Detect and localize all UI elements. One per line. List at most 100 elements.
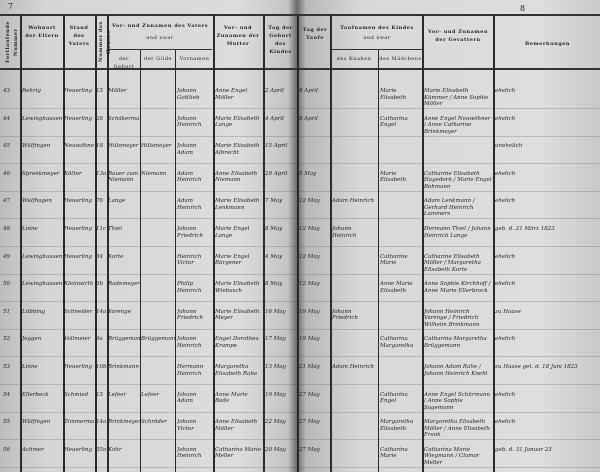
header-maedchen: des Mädchens: [379, 56, 422, 62]
row-rule: [0, 328, 600, 330]
cell-num: 55: [3, 419, 10, 426]
cell-bem: ehelich: [495, 336, 516, 343]
cell-geb: 17 May: [265, 336, 286, 343]
cell-maedchen: Catharina Engel: [380, 391, 408, 405]
cell-num: 51: [3, 308, 10, 315]
cell-geb: 4 April: [265, 115, 284, 122]
cell-vornamen: Johann Adam: [177, 391, 197, 405]
cell-haus: 34: [96, 253, 103, 260]
cell-tauf: 27 May: [299, 446, 320, 453]
cell-geburt: Möller: [108, 88, 127, 94]
cell-num: 45: [3, 143, 10, 150]
header-bemerkungen: Bemerkungen: [524, 41, 571, 47]
cell-geb: 13 May: [265, 364, 286, 370]
cell-num: 54: [3, 391, 10, 398]
cell-bem: geb. d. 21 März 1823: [495, 226, 555, 232]
header-taufnamen: Taufnamen des Kindes: [340, 25, 414, 31]
brace-rule: [331, 49, 422, 50]
cell-stand: Heuerling: [64, 198, 93, 205]
cell-vornamen: Johann Victor: [177, 419, 197, 432]
cell-geb: 4 May: [265, 253, 283, 260]
cell-vornamen: Adam Heinrich: [177, 170, 202, 184]
cell-bem: ehelich: [495, 88, 516, 94]
cell-gilde: Lefeer: [141, 391, 160, 398]
header-bottom-rule: [0, 68, 600, 70]
cell-maedchen: Catharina Marie: [380, 446, 408, 460]
column-rule: [297, 14, 299, 472]
cell-tauf: 12 May: [299, 198, 320, 205]
cell-num: 48: [3, 226, 10, 232]
header-gilde: der Gilde: [144, 56, 172, 62]
cell-geburt: Brüggemann: [108, 336, 140, 343]
cell-tauf: 27 May: [299, 419, 320, 426]
cell-geburt: Hülsmeyer: [108, 143, 139, 150]
cell-knabe: Adam Heinrich: [332, 364, 375, 370]
cell-bem: ehelich: [495, 198, 516, 205]
cell-knabe: Johann Friedrich: [332, 308, 358, 322]
cell-num: 44: [3, 115, 10, 122]
cell-tauf: 8 April: [299, 88, 318, 94]
cell-geb: 29 April: [265, 170, 288, 177]
cell-bem: zu Hause: [495, 308, 521, 315]
row-rule: [0, 439, 600, 441]
cell-wohnort: Linne: [22, 364, 38, 370]
sub-column-rule: [378, 50, 379, 472]
cell-haus: 13a: [96, 170, 107, 177]
cell-tauf: 19 May: [299, 308, 320, 315]
cell-mutter: Anne Elisabeth Niemann: [215, 170, 258, 184]
cell-vornamen: Johann Friedrich: [177, 308, 203, 322]
header-nummer: Fortlaufende Nummer: [5, 21, 19, 63]
cell-haus: 18: [96, 143, 103, 150]
cell-geburt: Varenge: [108, 308, 131, 315]
cell-haus: 76: [96, 198, 103, 205]
cell-vornamen: Johann Heinrich: [177, 115, 202, 129]
cell-wohnort: Lewinghausen: [22, 281, 62, 288]
cell-haus: 15: [96, 391, 103, 398]
header-stand: Stand des Vaters: [68, 25, 90, 47]
cell-stand: Heuerling: [64, 253, 93, 260]
header-mutter: Vor- und Zunamen der Mutter: [216, 25, 260, 47]
cell-geb: 22 May: [265, 419, 286, 426]
cell-mutter: Margaretha Elisabeth Rahe: [215, 364, 258, 377]
cell-gev: Johann Heinrich Varenge / Friedrich Wilh…: [424, 308, 480, 328]
row-rule: [0, 411, 600, 413]
cell-gev: Catharine Elisabeth Hagedorn / Marie Eng…: [424, 170, 492, 190]
cell-wohnort: Lewinghausen: [22, 253, 62, 260]
header-vater: Vor- und Zunamen des Vaters: [111, 23, 209, 29]
column-rule: [213, 14, 215, 472]
cell-geburt: Lange: [108, 198, 126, 205]
cell-stand: Kleinwirth: [64, 281, 94, 288]
cell-bem: ehelich: [495, 419, 516, 426]
cell-tauf: 12 May: [299, 253, 320, 260]
cell-bem: geb. d. 31 Januar 23: [495, 446, 552, 453]
cell-mutter: Marie Engel Lange: [215, 226, 250, 239]
cell-num: 46: [3, 170, 10, 177]
cell-geburt: Lefeer: [108, 391, 127, 398]
cell-stand: Schmied: [64, 391, 89, 398]
cell-vornamen: Johann Friedrich: [177, 226, 203, 239]
column-rule: [95, 14, 97, 472]
cell-gilde: Brüggemann: [141, 336, 175, 343]
cell-bem: ehelich: [495, 391, 516, 398]
cell-bem: ehelich: [495, 170, 516, 177]
cell-gev: Marie Elisabeth Kümmer / Anne Sophie Möl…: [424, 88, 489, 107]
cell-stand: Zimmermann: [64, 419, 94, 426]
cell-mutter: Marie Elisabeth Meyer: [215, 308, 260, 322]
cell-gev: Catharina Marie Wiegmann / Clamor Meller: [424, 446, 480, 466]
cell-mutter: Engel Dorothea Krampe: [215, 336, 259, 349]
header-wohnort: Wohnort der Eltern: [25, 25, 59, 39]
cell-bem: zu Hause get. d. 18 Juni 1823: [495, 364, 578, 370]
row-rule: [0, 218, 600, 220]
cell-geb: 20 May: [265, 446, 286, 453]
cell-geburt: Rademeyer: [108, 281, 140, 288]
cell-haus: 15: [96, 88, 103, 94]
cell-wohnort: Ellerbeck: [22, 391, 49, 398]
cell-geb: 8 May: [265, 226, 283, 232]
cell-wohnort: Linne: [22, 226, 38, 232]
cell-mutter: Marie Elisabeth Wiebusch: [215, 281, 260, 294]
sub-column-rule: [140, 50, 141, 472]
cell-tauf: 12 May: [299, 226, 320, 232]
cell-stand: Heuerling: [64, 226, 93, 232]
cell-stand: Heuerling: [64, 88, 93, 94]
cell-haus: 35a: [96, 446, 107, 453]
